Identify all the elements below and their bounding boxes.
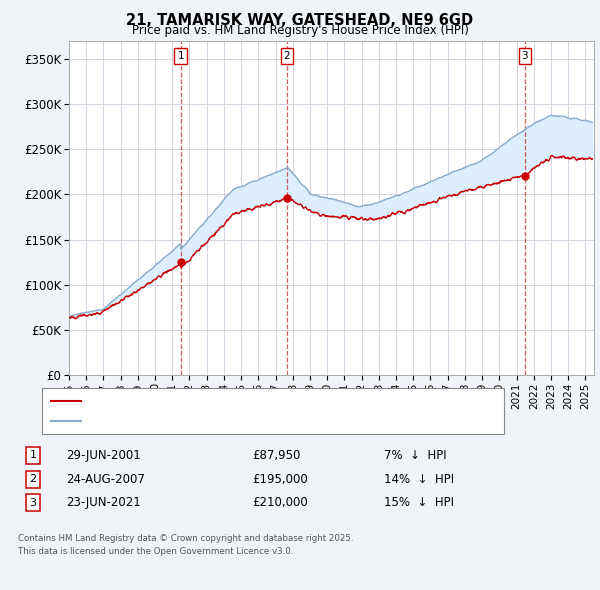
Text: Contains HM Land Registry data © Crown copyright and database right 2025.: Contains HM Land Registry data © Crown c… xyxy=(18,534,353,543)
Text: 1: 1 xyxy=(29,451,37,460)
Text: 21, TAMARISK WAY, GATESHEAD, NE9 6GD: 21, TAMARISK WAY, GATESHEAD, NE9 6GD xyxy=(127,13,473,28)
Text: 3: 3 xyxy=(521,51,528,61)
Text: 29-JUN-2001: 29-JUN-2001 xyxy=(66,449,141,462)
Text: 7%  ↓  HPI: 7% ↓ HPI xyxy=(384,449,446,462)
Text: 2: 2 xyxy=(283,51,290,61)
Text: £195,000: £195,000 xyxy=(252,473,308,486)
Text: 15%  ↓  HPI: 15% ↓ HPI xyxy=(384,496,454,509)
Text: 3: 3 xyxy=(29,498,37,507)
Text: This data is licensed under the Open Government Licence v3.0.: This data is licensed under the Open Gov… xyxy=(18,547,293,556)
Text: £210,000: £210,000 xyxy=(252,496,308,509)
Text: 24-AUG-2007: 24-AUG-2007 xyxy=(66,473,145,486)
Text: HPI: Average price, detached house, Gateshead: HPI: Average price, detached house, Gate… xyxy=(87,416,337,426)
Text: 2: 2 xyxy=(29,474,37,484)
Text: Price paid vs. HM Land Registry's House Price Index (HPI): Price paid vs. HM Land Registry's House … xyxy=(131,24,469,37)
Text: 14%  ↓  HPI: 14% ↓ HPI xyxy=(384,473,454,486)
Text: 23-JUN-2021: 23-JUN-2021 xyxy=(66,496,141,509)
Text: £87,950: £87,950 xyxy=(252,449,301,462)
Text: 21, TAMARISK WAY, GATESHEAD, NE9 6GD (detached house): 21, TAMARISK WAY, GATESHEAD, NE9 6GD (de… xyxy=(87,395,403,405)
Text: 1: 1 xyxy=(178,51,184,61)
